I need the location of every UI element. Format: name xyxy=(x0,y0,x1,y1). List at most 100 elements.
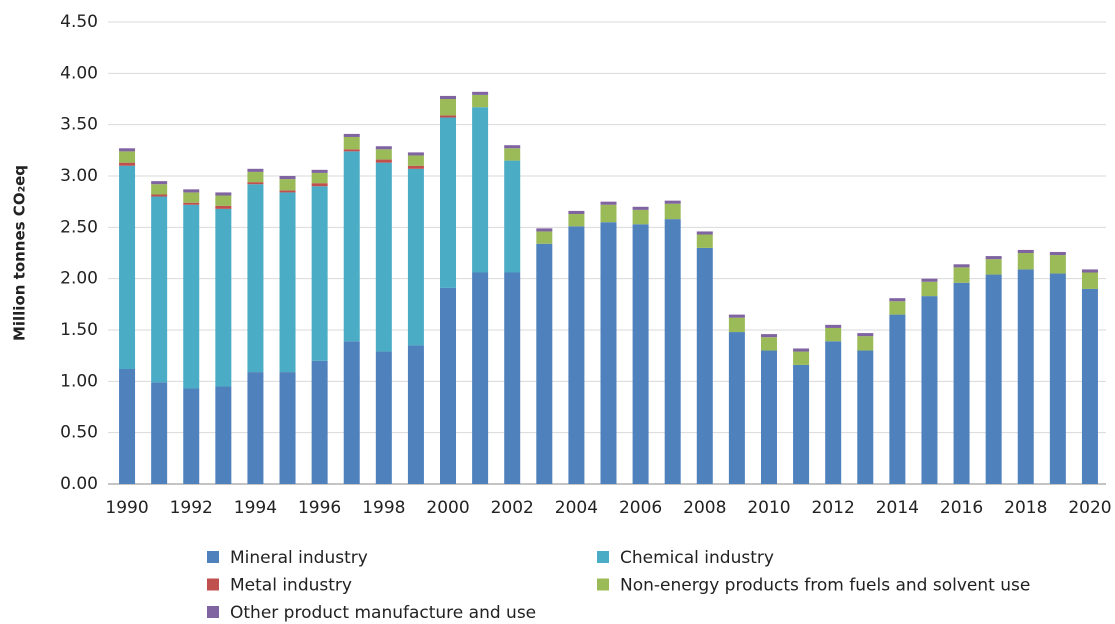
bar-segment xyxy=(343,136,360,150)
legend-label: Other product manufacture and use xyxy=(230,603,536,623)
bar-segment xyxy=(279,190,296,193)
bar-segment xyxy=(921,281,938,297)
bar-segment xyxy=(375,162,392,352)
bar-segment xyxy=(1017,253,1034,270)
bar-segment xyxy=(504,160,521,273)
x-tick-label: 1998 xyxy=(362,498,405,518)
x-tick-label: 2016 xyxy=(940,498,983,518)
y-tick-label: 0.50 xyxy=(60,423,98,443)
y-tick-label: 1.00 xyxy=(60,371,98,391)
bar-segment xyxy=(247,184,264,373)
bar-segment xyxy=(407,155,424,166)
y-tick-label: 0.00 xyxy=(60,474,98,494)
bar-segment xyxy=(504,272,521,484)
bar-segment xyxy=(343,149,360,152)
bar-segment xyxy=(825,341,842,484)
x-tick-label: 2008 xyxy=(683,498,726,518)
y-tick-label: 2.00 xyxy=(60,269,98,289)
bar-segment xyxy=(857,336,874,351)
bar-segment xyxy=(760,334,777,338)
bar-segment xyxy=(472,91,489,95)
y-tick-label: 4.50 xyxy=(60,12,98,32)
bar-segment xyxy=(311,172,328,184)
bar-segment xyxy=(407,168,424,346)
bar-segment xyxy=(825,324,842,328)
bar-segment xyxy=(343,341,360,484)
bar-segment xyxy=(151,184,168,195)
bar-segment xyxy=(760,350,777,484)
x-tick-label: 2018 xyxy=(1004,498,1047,518)
y-axis-title: Million tonnes CO₂eq xyxy=(11,165,29,341)
bar-segment xyxy=(440,117,457,288)
bar-segment xyxy=(536,228,553,232)
bar-segment xyxy=(536,243,553,484)
bar-segment xyxy=(183,388,200,484)
legend-label: Metal industry xyxy=(230,576,352,596)
bar-segment xyxy=(472,94,489,108)
bar-segment xyxy=(728,332,745,484)
x-tick-label: 2000 xyxy=(426,498,469,518)
bar-segment xyxy=(1081,269,1098,273)
bar-segment xyxy=(921,278,938,282)
bar-segment xyxy=(664,200,681,204)
bar-segment xyxy=(664,203,681,220)
bar-segment xyxy=(664,219,681,484)
bar-segment xyxy=(311,360,328,484)
bar-segment xyxy=(119,162,136,166)
bar-segment xyxy=(793,351,810,365)
bar-segment xyxy=(600,204,617,223)
bar-segment xyxy=(1081,272,1098,289)
y-tick-label: 4.00 xyxy=(60,63,98,83)
bar-segment xyxy=(311,186,328,361)
bar-segment xyxy=(375,146,392,150)
bar-segment xyxy=(1081,288,1098,484)
bar-segment xyxy=(728,314,745,318)
bar-segment xyxy=(119,148,136,152)
bar-segment xyxy=(247,171,264,183)
bar-segment xyxy=(407,165,424,169)
x-tick-label: 2014 xyxy=(876,498,919,518)
bar-segment xyxy=(407,345,424,484)
x-tick-label: 1996 xyxy=(298,498,341,518)
y-tick-label: 1.50 xyxy=(60,320,98,340)
bar-segment xyxy=(440,115,457,118)
bar-segment xyxy=(1049,255,1066,274)
bar-segment xyxy=(760,337,777,351)
legend-label: Mineral industry xyxy=(230,548,368,568)
bar-segment xyxy=(504,148,521,161)
bar-segment xyxy=(568,210,585,214)
bar-segment xyxy=(151,181,168,185)
bar-segment xyxy=(440,99,457,116)
bar-segment xyxy=(953,282,970,484)
bar-segment xyxy=(375,149,392,160)
bar-segment xyxy=(793,364,810,484)
bar-segment xyxy=(151,194,168,197)
bar-segment xyxy=(889,301,906,315)
bar-segment xyxy=(279,372,296,484)
x-tick-label: 2020 xyxy=(1068,498,1111,518)
legend-swatch xyxy=(207,578,219,591)
bar-segment xyxy=(696,247,713,484)
bar-segment xyxy=(632,209,649,225)
bar-segment xyxy=(279,176,296,180)
bar-segment xyxy=(857,350,874,484)
bar-segment xyxy=(440,95,457,99)
bar-segment xyxy=(215,386,232,484)
bar-segment xyxy=(151,196,168,383)
bar-segment xyxy=(600,222,617,484)
legend-swatch xyxy=(207,606,219,618)
bar-segment xyxy=(568,213,585,227)
bar-segment xyxy=(343,151,360,342)
bar-segment xyxy=(343,133,360,137)
bar-segment xyxy=(183,189,200,193)
legend-swatch xyxy=(597,551,609,563)
bar-segment xyxy=(472,272,489,484)
bar-segment xyxy=(375,351,392,484)
bar-segment xyxy=(311,169,328,173)
bar-segment xyxy=(151,382,168,484)
bar-segment xyxy=(793,348,810,352)
bar-segment xyxy=(536,231,553,244)
bar-segment xyxy=(215,208,232,387)
bar-segment xyxy=(696,234,713,248)
bar-segment xyxy=(183,204,200,389)
